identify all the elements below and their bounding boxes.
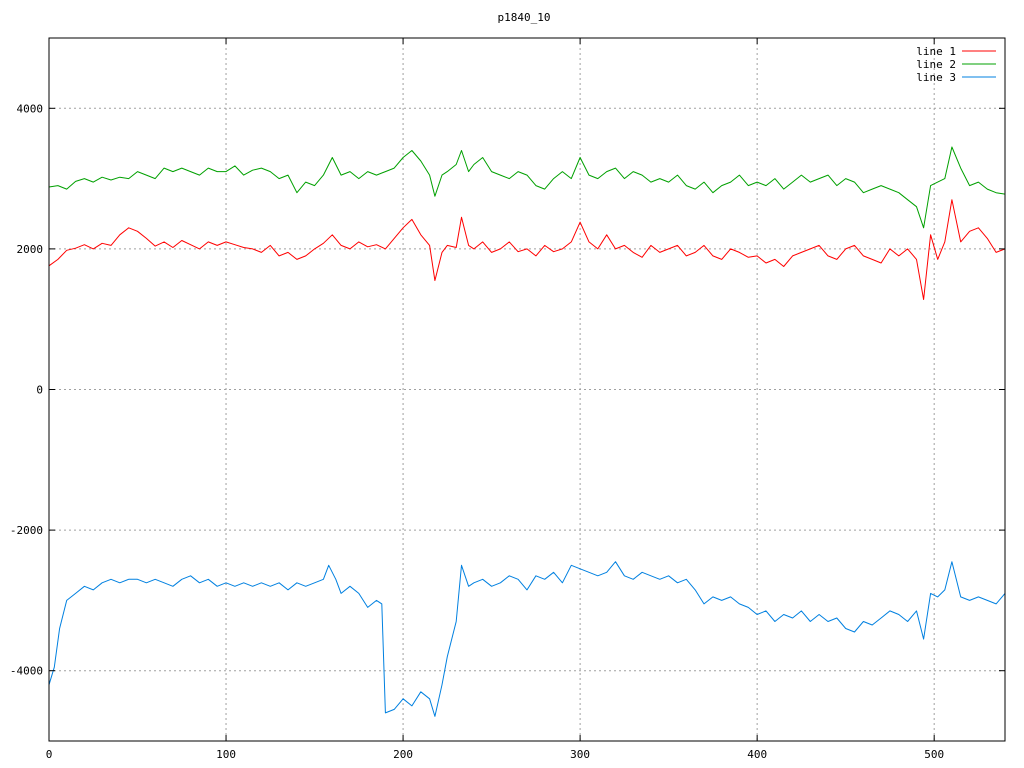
series-lines [48, 146, 1006, 717]
x-tick-label: 0 [46, 748, 53, 761]
x-tick-label: 100 [216, 748, 236, 761]
y-tick-label: 2000 [17, 243, 44, 256]
series-line-3 [48, 561, 1006, 717]
y-tick-label: -2000 [10, 524, 43, 537]
y-tick-label: -4000 [10, 665, 43, 678]
plot-frame [48, 37, 1006, 742]
legend-label-3: line 3 [916, 71, 956, 84]
x-tick-label: 400 [747, 748, 767, 761]
legend-label-2: line 2 [916, 58, 956, 71]
legend-label-1: line 1 [916, 45, 956, 58]
grid-lines [49, 38, 1005, 741]
series-line-1 [48, 199, 1006, 300]
axis-ticks: 0 100 200 300 400 500 -4000 -2000 0 2000 4000 [10, 38, 1005, 761]
chart-title: p1840_10 [498, 11, 551, 24]
y-tick-label: 0 [36, 384, 43, 397]
y-tick-label: 4000 [17, 102, 44, 115]
x-tick-label: 300 [570, 748, 590, 761]
x-tick-label: 500 [924, 748, 944, 761]
x-tick-label: 200 [393, 748, 413, 761]
series-line-2 [48, 146, 1006, 229]
